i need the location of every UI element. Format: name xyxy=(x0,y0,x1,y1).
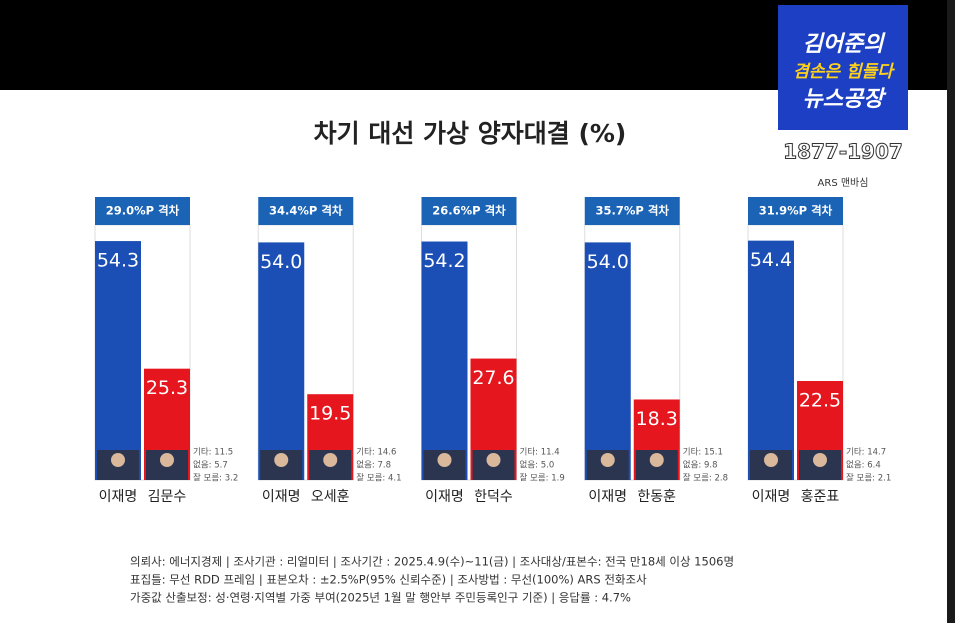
value-label: 22.5 xyxy=(799,390,841,412)
candidate-name: 홍준표 xyxy=(801,489,840,505)
gap-box xyxy=(584,197,680,225)
logo-phone: 1877-1907 xyxy=(783,140,903,164)
candidate-name: 오세훈 xyxy=(311,489,350,505)
portrait-head xyxy=(813,453,827,467)
footnote: 표집틀: 무선 RDD 프레임 | 표본오차 : ±2.5%P(95% 신뢰수준… xyxy=(130,573,647,587)
gap-label: 29.0%P 격차 xyxy=(106,204,180,218)
bar xyxy=(421,241,468,480)
footnote: 가중값 산출보정: 성·연령·지역별 가중 부여(2025년 1월 말 행안부 … xyxy=(130,591,631,605)
other-note: 잘 모름: 1.9 xyxy=(520,473,565,484)
candidate-name: 한동훈 xyxy=(637,489,676,505)
other-note: 없음: 9.8 xyxy=(683,461,718,471)
candidate-name: 이재명 xyxy=(752,489,791,505)
value-label: 54.0 xyxy=(260,251,302,273)
footnote: 의뢰사: 에너지경제 | 조사기관 : 리얼미터 | 조사기간 : 2025.4… xyxy=(130,555,734,569)
logo-text: 겸손은 힘들다 xyxy=(793,62,895,82)
gap-box xyxy=(748,197,843,225)
gap-box xyxy=(95,197,190,225)
value-label: 54.3 xyxy=(97,250,139,272)
other-note: 없음: 5.0 xyxy=(520,461,555,471)
portrait-head xyxy=(323,453,338,467)
bar xyxy=(584,242,631,480)
other-note: 기타: 11.5 xyxy=(193,448,233,458)
gap-label: 31.9%P 격차 xyxy=(759,204,833,218)
value-label: 27.6 xyxy=(472,367,514,389)
other-note: 없음: 5.7 xyxy=(193,461,228,471)
gap-label: 34.4%P 격차 xyxy=(269,204,343,218)
bar xyxy=(95,241,141,480)
other-note: 잘 모름: 2.8 xyxy=(683,473,728,484)
logo-text: 뉴스공장 xyxy=(803,87,888,112)
value-label: 19.5 xyxy=(309,403,351,425)
portrait-head xyxy=(486,453,501,467)
candidate-name: 이재명 xyxy=(588,489,627,505)
other-note: 기타: 14.7 xyxy=(846,448,886,458)
candidate-name: 한덕수 xyxy=(474,489,513,505)
candidate-name: 김문수 xyxy=(148,489,187,505)
gap-label: 35.7%P 격차 xyxy=(596,204,670,218)
gap-label: 26.6%P 격차 xyxy=(432,204,506,218)
candidate-name: 이재명 xyxy=(262,489,301,505)
value-label: 25.3 xyxy=(146,377,188,399)
bar xyxy=(748,240,794,480)
portrait-head xyxy=(111,453,125,467)
other-note: 기타: 11.4 xyxy=(520,448,560,458)
portrait-head xyxy=(764,453,778,467)
gap-box xyxy=(421,197,517,225)
value-label: 18.3 xyxy=(636,408,678,430)
other-note: 없음: 7.8 xyxy=(356,461,391,471)
other-note: 기타: 14.6 xyxy=(356,448,396,458)
logo-box xyxy=(778,5,908,130)
chart-title: 차기 대선 가상 양자대결 (%) xyxy=(314,119,627,148)
bar xyxy=(258,242,305,480)
portrait-head xyxy=(160,453,174,467)
candidate-name: 이재명 xyxy=(425,489,464,505)
portrait-head xyxy=(600,453,615,467)
portrait-head xyxy=(649,453,664,467)
logo-caption: ARS 맨바심 xyxy=(818,177,869,189)
value-label: 54.2 xyxy=(423,250,465,272)
other-note: 없음: 6.4 xyxy=(846,461,881,471)
other-note: 잘 모름: 4.1 xyxy=(356,473,401,484)
portrait-head xyxy=(437,453,452,467)
candidate-name: 이재명 xyxy=(99,489,138,505)
value-label: 54.0 xyxy=(587,251,629,273)
value-label: 54.4 xyxy=(750,249,792,271)
portrait-head xyxy=(274,453,289,467)
other-note: 잘 모름: 3.2 xyxy=(193,473,238,484)
other-note: 잘 모름: 2.1 xyxy=(846,473,891,484)
gap-box xyxy=(258,197,354,225)
other-note: 기타: 15.1 xyxy=(683,448,723,458)
logo-text: 김어준의 xyxy=(803,32,887,57)
